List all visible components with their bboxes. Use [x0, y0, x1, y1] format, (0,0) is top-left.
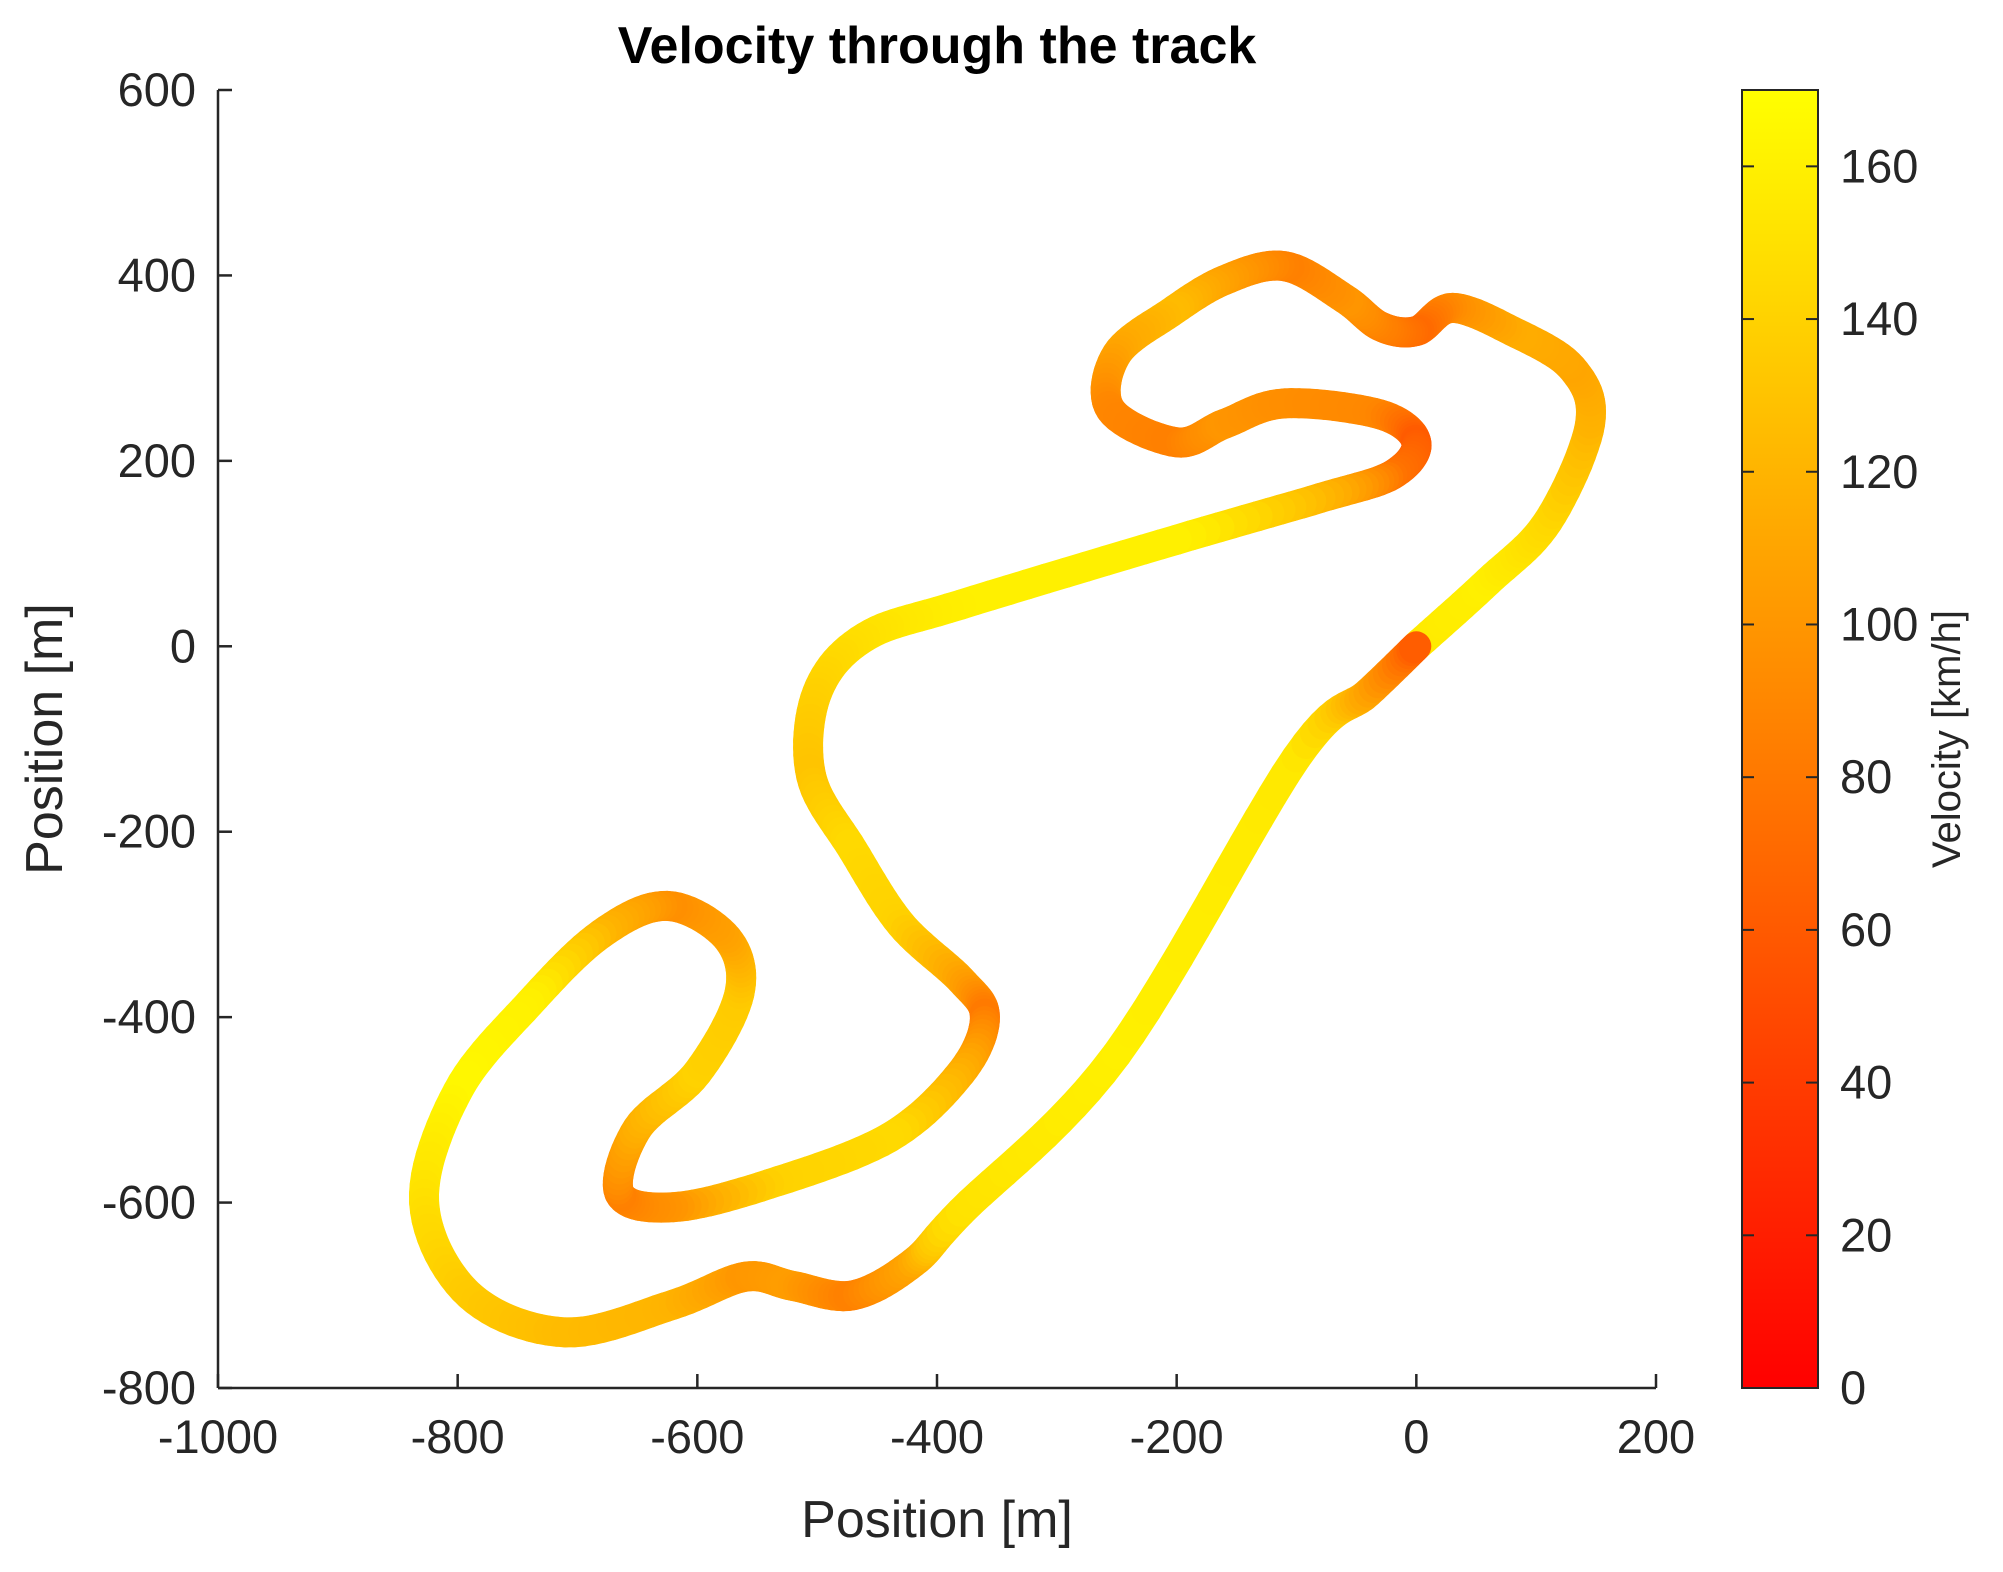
colorbar-tick-label: 140	[1840, 292, 1918, 345]
y-axis-label: Position [m]	[16, 603, 74, 875]
y-tick-label: 600	[118, 63, 196, 116]
y-tick-label: -600	[102, 1176, 196, 1229]
y-tick-label: -400	[102, 990, 196, 1043]
x-tick-label: -200	[1130, 1410, 1224, 1463]
colorbar: 0 20 40 60 80 100 120 140 160 Velocity [km/h]	[1742, 90, 1969, 1414]
colorbar-label: Velocity [km/h]	[1925, 610, 1969, 868]
colorbar-tick-label: 40	[1840, 1056, 1892, 1109]
y-tick-label: -200	[102, 805, 196, 858]
y-tick-label: 400	[118, 248, 196, 301]
x-tick-label: 200	[1617, 1410, 1695, 1463]
chart-title: Velocity through the track	[618, 17, 1257, 75]
y-tick-label: 0	[170, 619, 196, 672]
track-layer	[424, 266, 1591, 1333]
y-ticks: 600 400 200 0 -200 -400 -600 -800	[102, 63, 232, 1414]
x-tick-label: -1000	[158, 1410, 278, 1463]
track-segment	[1414, 646, 1416, 648]
colorbar-tick-label: 160	[1840, 139, 1918, 192]
colorbar-tick-label: 20	[1840, 1208, 1892, 1261]
colorbar-tick-label: 0	[1840, 1361, 1866, 1414]
colorbar-tick-label: 100	[1840, 597, 1918, 650]
x-tick-label: -600	[650, 1410, 744, 1463]
y-tick-label: 200	[118, 434, 196, 487]
colorbar-tick-label: 80	[1840, 750, 1892, 803]
x-tick-label: -800	[411, 1410, 505, 1463]
colorbar-tick-label: 120	[1840, 445, 1918, 498]
x-tick-label: -400	[890, 1410, 984, 1463]
y-tick-label: -800	[102, 1361, 196, 1414]
colorbar-gradient	[1742, 90, 1818, 1388]
colorbar-tick-label: 60	[1840, 903, 1892, 956]
x-axis-label: Position [m]	[801, 1491, 1073, 1549]
x-tick-label: 0	[1403, 1410, 1429, 1463]
